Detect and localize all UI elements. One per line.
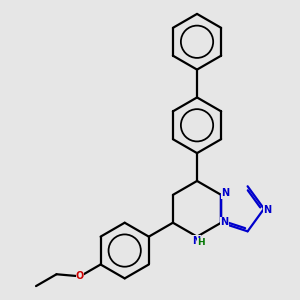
Text: N: N: [192, 236, 200, 245]
Text: N: N: [263, 205, 272, 215]
Text: N: N: [220, 217, 229, 226]
Text: O: O: [76, 271, 84, 281]
Text: H: H: [197, 238, 205, 247]
Text: N: N: [221, 188, 229, 199]
